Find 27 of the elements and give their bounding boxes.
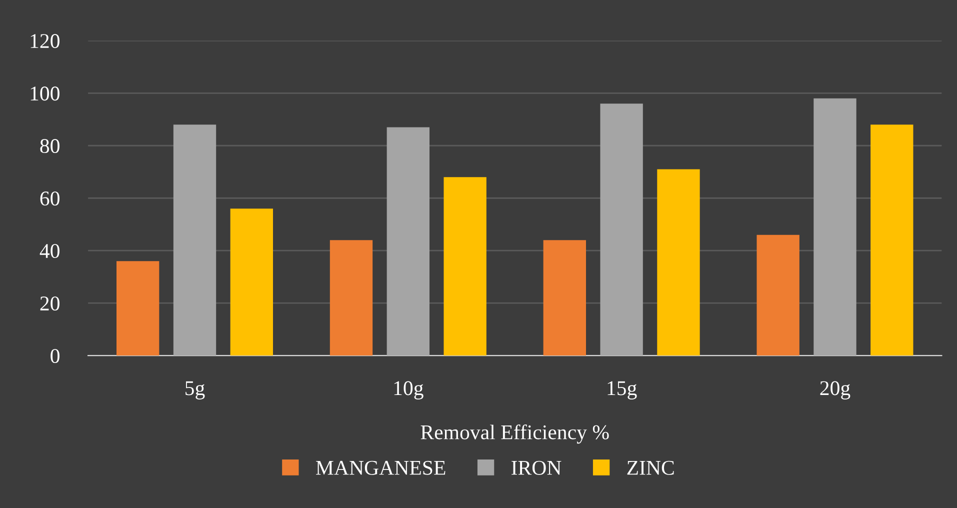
x-tick-label: 5g bbox=[186, 381, 205, 400]
bar bbox=[330, 240, 373, 356]
bar bbox=[230, 208, 273, 356]
y-tick-label: 60 bbox=[40, 191, 60, 206]
bar bbox=[386, 127, 430, 356]
bar bbox=[116, 261, 160, 356]
bar bbox=[870, 124, 914, 356]
x-tick-label: 15g bbox=[608, 381, 637, 400]
y-tick-label: 80 bbox=[40, 139, 60, 154]
y-tick-label: 20 bbox=[40, 296, 60, 311]
legend-label: MANGANESE bbox=[316, 460, 446, 475]
y-tick-label: 0 bbox=[50, 348, 60, 364]
y-tick-label: 40 bbox=[40, 244, 60, 258]
y-tick-label: 100 bbox=[30, 86, 60, 101]
bar bbox=[600, 104, 643, 356]
bar bbox=[814, 98, 856, 356]
legend-label: IRON bbox=[512, 460, 562, 475]
x-tick-label: 20g bbox=[820, 381, 850, 400]
bar bbox=[543, 240, 586, 356]
x-axis-title: Removal Efficiency % bbox=[420, 424, 609, 444]
legend-label: ZINC bbox=[627, 460, 674, 475]
bar bbox=[173, 124, 216, 356]
y-tick-label: 120 bbox=[30, 34, 60, 48]
bar bbox=[444, 177, 486, 356]
x-tick-label: 10g bbox=[394, 381, 424, 400]
bar bbox=[756, 234, 800, 356]
bar bbox=[657, 169, 700, 356]
